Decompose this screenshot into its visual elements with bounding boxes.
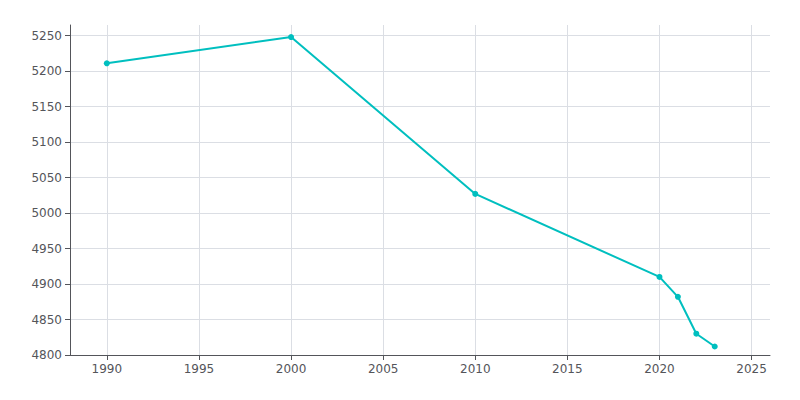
svg-text:2005: 2005 — [368, 362, 399, 376]
svg-text:5250: 5250 — [31, 29, 62, 43]
svg-text:5050: 5050 — [31, 171, 62, 185]
svg-text:1995: 1995 — [184, 362, 215, 376]
svg-text:4900: 4900 — [31, 277, 62, 291]
svg-text:2020: 2020 — [644, 362, 675, 376]
svg-text:5100: 5100 — [31, 135, 62, 149]
svg-text:4850: 4850 — [31, 313, 62, 327]
svg-text:4950: 4950 — [31, 242, 62, 256]
svg-text:4800: 4800 — [31, 348, 62, 362]
svg-text:2015: 2015 — [552, 362, 583, 376]
svg-text:2000: 2000 — [276, 362, 307, 376]
svg-text:2010: 2010 — [460, 362, 491, 376]
svg-text:2025: 2025 — [736, 362, 767, 376]
svg-text:5200: 5200 — [31, 64, 62, 78]
svg-text:5150: 5150 — [31, 100, 62, 114]
svg-text:5000: 5000 — [31, 206, 62, 220]
svg-text:1990: 1990 — [92, 362, 123, 376]
